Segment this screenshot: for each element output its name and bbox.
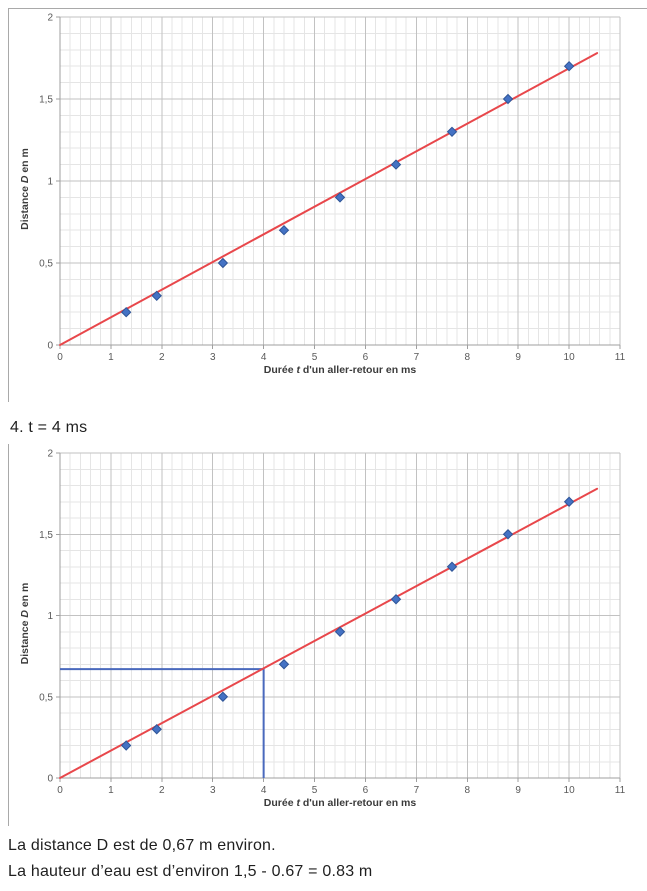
scatter-point	[151, 290, 162, 302]
scatter-point	[217, 691, 229, 702]
svg-text:0: 0	[47, 341, 53, 352]
scatter-point	[334, 192, 346, 203]
scatter-point	[217, 257, 229, 269]
svg-text:4: 4	[261, 785, 267, 796]
scatter-point	[502, 93, 514, 105]
y-tick-labels: 0 0,5 1 1,5 2	[39, 13, 53, 352]
svg-text:0: 0	[57, 352, 63, 363]
svg-text:1,5: 1,5	[39, 530, 53, 541]
chart1-image-left-border	[8, 8, 9, 402]
chart-figure-1: 0 1 2 3 4 5 6 7 8 9 10 11 0 0,5 1 1,5 2 Durée t d'un alle…	[8, 8, 644, 400]
trendline	[59, 52, 599, 346]
scatter-point	[563, 496, 575, 507]
x-tick-labels: 0 1 2 3 4 5 6 7 8 9 10 11	[57, 785, 625, 796]
svg-text:2: 2	[47, 449, 53, 460]
svg-text:7: 7	[414, 352, 420, 363]
axes	[56, 452, 621, 782]
chart2-image-left-border	[8, 444, 9, 826]
x-axis-title: Durée t d'un aller-retour en ms	[264, 364, 417, 376]
y-axis-title: Distance D en m	[19, 583, 31, 665]
svg-text:1: 1	[108, 352, 114, 363]
svg-text:6: 6	[363, 352, 369, 363]
x-tick-labels: 0 1 2 3 4 5 6 7 8 9 10 11	[57, 352, 625, 363]
svg-text:5: 5	[312, 785, 318, 796]
scatter-point	[563, 60, 575, 72]
scatter-points	[120, 60, 575, 318]
chart2-canvas: 0 1 2 3 4 5 6 7 8 9 10 11 0 0,5 1 1,5 2 Durée t d'un alle…	[19, 449, 626, 810]
scatter-point	[502, 529, 514, 540]
trendline	[59, 487, 599, 779]
scatter-points	[120, 496, 575, 751]
svg-text:3: 3	[210, 352, 216, 363]
svg-text:11: 11	[615, 352, 626, 363]
svg-text:1: 1	[47, 611, 53, 622]
scatter-point	[278, 659, 290, 670]
chart-image-top-border	[8, 8, 647, 9]
svg-text:7: 7	[414, 785, 420, 796]
y-tick-labels: 0 0,5 1 1,5 2	[39, 449, 53, 785]
svg-text:0: 0	[47, 774, 53, 785]
scatter-point	[390, 159, 402, 170]
svg-text:4: 4	[261, 352, 267, 363]
svg-text:9: 9	[515, 352, 521, 363]
svg-text:3: 3	[210, 785, 216, 796]
caption-line-2: La hauteur d’eau est d’environ 1,5 - 0.6…	[8, 863, 373, 880]
svg-text:6: 6	[363, 785, 369, 796]
scatter-point	[390, 594, 402, 605]
scatter-point	[278, 224, 290, 236]
scatter-point	[334, 626, 346, 637]
svg-text:8: 8	[464, 352, 470, 363]
svg-text:5: 5	[312, 352, 318, 363]
svg-text:1: 1	[47, 177, 53, 188]
svg-text:10: 10	[564, 352, 576, 363]
svg-text:2: 2	[47, 13, 53, 24]
svg-text:2: 2	[159, 785, 165, 796]
scatter-point	[446, 126, 458, 138]
svg-text:8: 8	[464, 785, 470, 796]
svg-text:1: 1	[108, 785, 114, 796]
svg-text:2: 2	[159, 352, 165, 363]
question-heading: 4. t = 4 ms	[10, 419, 88, 436]
caption-line-1: La distance D est de 0,67 m environ.	[8, 837, 276, 854]
scatter-point	[120, 306, 132, 318]
x-axis-title: Durée t d'un aller-retour en ms	[264, 797, 417, 809]
svg-text:11: 11	[615, 785, 626, 796]
svg-text:0,5: 0,5	[39, 259, 53, 270]
scatter-point	[151, 724, 162, 735]
y-axis-title: Distance D en m	[19, 148, 31, 230]
scatter-point	[120, 740, 132, 751]
chart-figure-2: 0 1 2 3 4 5 6 7 8 9 10 11 0 0,5 1 1,5 2 Durée t d'un alle…	[8, 444, 644, 820]
chart1-canvas: 0 1 2 3 4 5 6 7 8 9 10 11 0 0,5 1 1,5 2 Durée t d'un alle…	[19, 13, 626, 377]
svg-text:0: 0	[57, 785, 63, 796]
scatter-point	[446, 561, 458, 572]
svg-text:9: 9	[515, 785, 521, 796]
axes	[56, 16, 621, 349]
svg-text:1,5: 1,5	[39, 95, 53, 106]
svg-text:10: 10	[564, 785, 576, 796]
svg-text:0,5: 0,5	[39, 692, 53, 703]
